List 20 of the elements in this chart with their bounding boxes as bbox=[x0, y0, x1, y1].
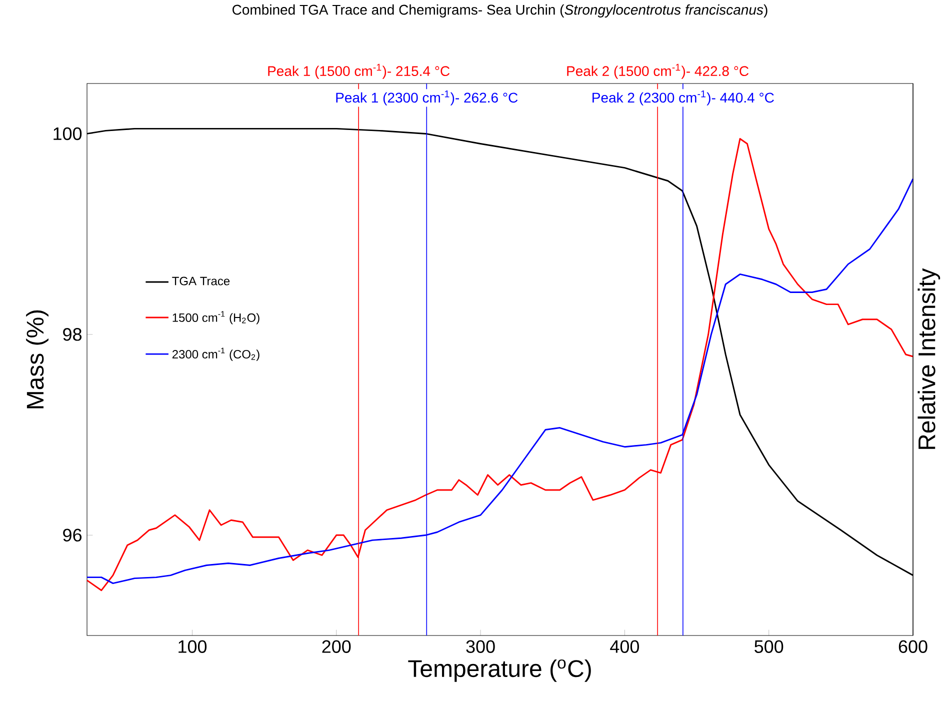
y-tick-label: 96 bbox=[63, 529, 82, 542]
x-tick-label: 600 bbox=[898, 640, 928, 654]
ref-line-label: Peak 1 (1500 cm$^{-1}$)- 215.4 °C bbox=[268, 64, 450, 80]
x-tick-label: 300 bbox=[466, 640, 495, 654]
ref-line-label: Peak 1 (2300 cm$^{-1}$)- 262.6 °C bbox=[336, 90, 518, 106]
legend-label: 2300 cm$^{-1}$ (CO$_{2}$) bbox=[172, 348, 260, 362]
chart-title: Combined TGA Trace and Chemigrams- Sea Urchin (Strongylocentrotus franciscanus) bbox=[232, 4, 768, 18]
x-axis-title: Temperature ($^{o}$C) bbox=[408, 660, 591, 682]
y2-axis-title: Relative Intensity bbox=[918, 268, 940, 450]
x-tick-label: 200 bbox=[322, 640, 351, 654]
y-tick-label: 100 bbox=[54, 128, 82, 140]
x-tick-label: 400 bbox=[610, 640, 639, 654]
x-tick-label: 100 bbox=[178, 640, 207, 654]
ref-line-label: Peak 2 (2300 cm$^{-1}$)- 440.4 °C bbox=[592, 90, 774, 106]
y-tick-label: 98 bbox=[63, 328, 82, 342]
x-tick-label: 500 bbox=[754, 640, 784, 654]
ref-line-label: Peak 2 (1500 cm$^{-1}$)- 422.8 °C bbox=[567, 64, 749, 80]
y-axis-title: Mass (%) bbox=[26, 310, 48, 408]
legend-label: TGA Trace bbox=[172, 277, 230, 286]
legend-label: 1500 cm$^{-1}$ (H$_{2}$O) bbox=[172, 311, 260, 325]
